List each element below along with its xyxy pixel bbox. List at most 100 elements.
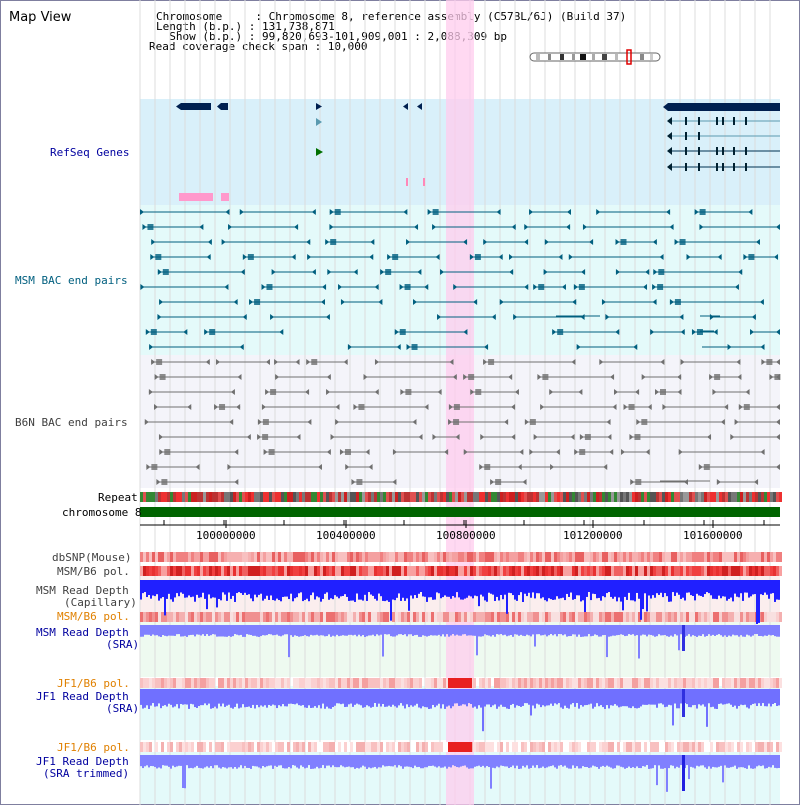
msm-bac-end bbox=[327, 269, 332, 275]
jf1-sra-depth-bar bbox=[392, 689, 394, 705]
jf1-trim-depth-bar bbox=[226, 755, 228, 769]
msm-cap-depth-bar bbox=[646, 580, 648, 612]
msm-sra-depth-bar bbox=[656, 625, 658, 637]
msm-sra-depth-bar bbox=[394, 625, 396, 637]
jf1-sra-depth-bar bbox=[378, 689, 380, 704]
jf1-pol-2-cell bbox=[632, 742, 635, 752]
jf1-sra-depth-bar bbox=[700, 689, 702, 706]
repeat-cell bbox=[779, 492, 782, 502]
msm-pol-cell bbox=[647, 566, 650, 576]
msm-pol-cell bbox=[410, 566, 413, 576]
jf1-pol-2-cell bbox=[515, 742, 518, 752]
msm-pol-2-cell bbox=[725, 612, 728, 622]
msm-sra-depth-bar bbox=[614, 625, 616, 636]
msm-sra-depth-bar bbox=[292, 625, 294, 637]
repeat-cell bbox=[509, 492, 512, 502]
jf1-trim-depth-bar bbox=[580, 755, 582, 769]
jf1-trim-depth-bar bbox=[392, 755, 394, 767]
jf1-pol-cell bbox=[587, 678, 590, 688]
repeat-cell bbox=[296, 492, 299, 502]
jf1-pol-2-cell bbox=[374, 742, 377, 752]
jf1-trim-depth-bar bbox=[254, 755, 256, 767]
msm-cap-depth-bar bbox=[638, 580, 640, 599]
repeat-cell bbox=[257, 492, 260, 502]
msm-bac-end bbox=[645, 269, 650, 275]
b6n-bac-cluster bbox=[714, 374, 721, 380]
jf1-pol-2-cell bbox=[287, 742, 290, 752]
jf1-trim-depth-bar bbox=[416, 755, 418, 768]
msm-pol-2-cell bbox=[608, 612, 611, 622]
jf1-sra-depth-bar bbox=[620, 689, 622, 707]
msm-pol-cell bbox=[602, 566, 605, 576]
msm-pol-cell bbox=[473, 566, 476, 576]
pol-hotspot bbox=[448, 742, 472, 752]
msm-bac-end bbox=[294, 224, 299, 230]
msm-cap-depth-bar bbox=[404, 580, 406, 601]
msm-sra-depth-bar bbox=[762, 625, 764, 637]
msm-cap-depth-bar bbox=[588, 580, 590, 593]
msm-pol-cell bbox=[332, 566, 335, 576]
msm-bac-end bbox=[427, 209, 432, 215]
msm-sra-depth-bar bbox=[272, 625, 274, 636]
msm-pol-cell bbox=[323, 566, 326, 576]
msm-bac-cluster bbox=[392, 254, 399, 260]
repeat-cell bbox=[740, 492, 743, 502]
jf1-sra-depth-bar bbox=[168, 689, 170, 704]
b6n-bac-features[interactable] bbox=[144, 359, 781, 485]
msm-pol-cell bbox=[617, 566, 620, 576]
msm-pol-2-cell bbox=[143, 612, 146, 622]
msm-sra-depth-bar bbox=[414, 625, 416, 636]
jf1-pol-2-cell bbox=[275, 742, 278, 752]
jf1-pol-cell bbox=[527, 678, 530, 688]
jf1-pol-cell bbox=[533, 678, 536, 688]
msm-pol-2-cell bbox=[485, 612, 488, 622]
msm-pol-cell bbox=[296, 566, 299, 576]
jf1-pol-2-cell bbox=[191, 742, 194, 752]
msm-sra-depth-bar bbox=[508, 625, 510, 636]
msm-bac-features[interactable] bbox=[140, 209, 780, 350]
dbsnp-cell bbox=[452, 552, 455, 562]
msm-sra-depth-bar bbox=[552, 625, 554, 636]
msm-cap-depth-bar bbox=[512, 580, 514, 596]
gene-pseudo bbox=[179, 193, 213, 201]
jf1-sra-depth-bar bbox=[772, 689, 774, 705]
dbsnp-cell bbox=[488, 552, 491, 562]
msm-pol-2-cell bbox=[740, 612, 743, 622]
msm-bac-end bbox=[453, 284, 458, 290]
jf1-pol-2-cell bbox=[143, 742, 146, 752]
msm-sra-depth-bar bbox=[516, 625, 518, 635]
b6n-bac-end bbox=[365, 449, 370, 455]
msm-depth-sra-label-1: MSM Read Depth bbox=[36, 626, 129, 639]
msm-pol-2-cell bbox=[698, 612, 701, 622]
refseq-genes-features[interactable] bbox=[176, 103, 780, 201]
msm-cap-depth-bar bbox=[530, 580, 532, 598]
jf1-pol-cell bbox=[368, 678, 371, 688]
jf1-trim-depth-bar bbox=[566, 755, 568, 768]
jf1-sra-depth-bar bbox=[224, 689, 226, 707]
msm-sra-depth-bar bbox=[736, 625, 738, 636]
msm-sra-depth-bar bbox=[532, 625, 534, 635]
jf1-sra-depth-bar bbox=[510, 689, 512, 705]
msm-pol-2-cell bbox=[194, 612, 197, 622]
chromosome-ideogram[interactable] bbox=[529, 49, 661, 65]
msm-bac-cluster bbox=[679, 239, 686, 245]
msm-bac-end bbox=[589, 239, 594, 245]
msm-pol-2-cell bbox=[374, 612, 377, 622]
jf1-pol-2-cell bbox=[422, 742, 425, 752]
msm-cap-depth-bar bbox=[212, 580, 214, 598]
refseq-genes-label[interactable]: RefSeq Genes bbox=[50, 146, 130, 159]
msm-sra-depth-bar bbox=[348, 625, 350, 635]
msm-sra-depth-bar bbox=[216, 625, 218, 637]
msm-sra-depth-bar bbox=[326, 625, 328, 637]
b6n-bac-end bbox=[263, 449, 268, 455]
repeat-cell bbox=[179, 492, 182, 502]
b6n-bac-end bbox=[295, 359, 300, 365]
jf1-sra-depth-bar bbox=[648, 689, 650, 705]
msm-cap-depth-bar bbox=[650, 580, 652, 599]
msm-sra-depth-bar bbox=[284, 625, 286, 635]
jf1-trim-depth-bar bbox=[240, 755, 242, 766]
b6n-bac-label[interactable]: B6N BAC end pairs bbox=[15, 416, 128, 429]
msm-cap-depth-bar bbox=[300, 580, 302, 593]
msm-bac-label[interactable]: MSM BAC end pairs bbox=[15, 274, 128, 287]
